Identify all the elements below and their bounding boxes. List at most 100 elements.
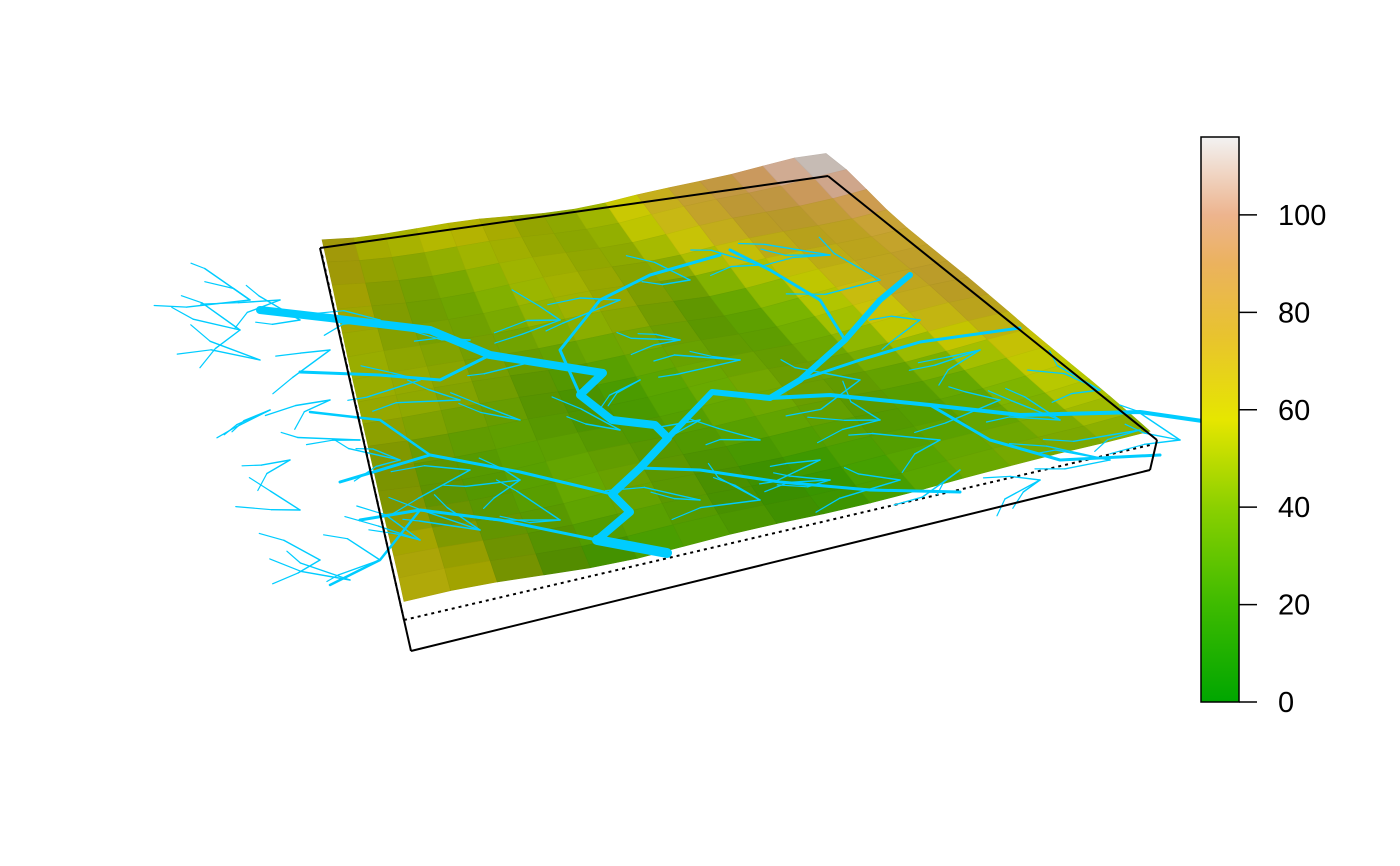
stream-branch <box>467 373 485 377</box>
stream-branch <box>266 459 291 475</box>
stream-branch <box>241 464 263 467</box>
stream-branch <box>214 329 241 350</box>
stream-branch <box>305 439 334 446</box>
stream-branch <box>258 532 285 541</box>
stream-branch <box>661 279 691 286</box>
stream-branch <box>700 499 761 509</box>
stream-branch <box>283 539 321 561</box>
stream-branch <box>480 404 521 421</box>
stream-branch <box>707 462 719 479</box>
box-edge <box>827 175 1158 441</box>
stream-branch <box>493 479 521 499</box>
colorbar-tick-label: 40 <box>1278 492 1310 524</box>
stream-branch <box>366 379 421 398</box>
stream-branch <box>392 372 421 381</box>
stream-branch <box>295 399 331 407</box>
plot-box-back <box>321 254 1151 621</box>
stream-branch <box>257 472 268 492</box>
stream-branch <box>406 379 429 390</box>
stream-branch <box>945 399 1001 424</box>
surface-facet <box>331 282 373 310</box>
stream-branch <box>675 419 701 434</box>
stream-branch <box>272 572 299 585</box>
stream-branch <box>948 386 966 393</box>
stream-branch <box>483 359 541 375</box>
stream-branch <box>388 496 424 511</box>
stream-branch <box>1055 449 1111 461</box>
stream-branch <box>368 529 396 535</box>
stream-branch <box>356 505 386 516</box>
stream-branch <box>176 349 212 355</box>
stream-branch <box>637 333 657 335</box>
stream-branch <box>934 349 981 366</box>
stream-branch <box>709 266 732 277</box>
stream-branch <box>480 411 521 421</box>
stream-branch <box>987 390 1012 402</box>
stream-branch <box>705 439 721 446</box>
stream-branch <box>807 416 846 421</box>
stream-branch <box>539 305 561 321</box>
stream-branch <box>604 486 646 492</box>
stream-branch <box>833 252 881 281</box>
tributary <box>798 326 1022 382</box>
stream-branch <box>625 255 656 263</box>
box-edge <box>319 175 829 249</box>
stream-branch <box>818 236 835 254</box>
stream-branch <box>599 394 611 410</box>
stream-branch <box>608 379 641 396</box>
stream-branch <box>824 279 881 295</box>
colorbar-tick-label: 60 <box>1278 395 1310 427</box>
stream-branch <box>237 299 281 304</box>
tributary <box>638 466 962 494</box>
stream-branch <box>275 352 302 357</box>
stream-branch <box>201 302 241 331</box>
stream-branch <box>294 411 305 430</box>
stream-branch <box>271 319 301 325</box>
stream-branch <box>1012 491 1024 509</box>
stream-branch <box>199 347 217 369</box>
colorbar-tick-label: 20 <box>1278 590 1310 622</box>
stream-branch <box>653 354 676 362</box>
stream-branch <box>1005 387 1026 398</box>
colorbar: 0 20 40 60 80 100 <box>1200 136 1326 719</box>
surface-facet <box>321 237 360 263</box>
stream-branch <box>343 310 381 321</box>
stream-branch <box>772 472 791 477</box>
stream-branch <box>417 469 471 499</box>
stream-branch <box>820 379 861 411</box>
stream-branch <box>375 459 401 468</box>
stream-branch <box>908 364 936 371</box>
stream-branch <box>1027 369 1066 375</box>
plot-box-front <box>319 175 1158 652</box>
stream-branch <box>526 319 561 322</box>
stream-branch <box>914 422 947 433</box>
stream-branch <box>186 299 251 308</box>
stream-branch <box>660 432 677 443</box>
stream-branch <box>414 331 443 341</box>
stream-branch <box>353 465 377 482</box>
stream-branch <box>1037 449 1057 454</box>
tributary <box>558 253 722 397</box>
stream-branch <box>203 267 251 301</box>
tributary <box>728 248 847 342</box>
stream-branch <box>344 515 379 527</box>
stream-branch <box>816 428 844 444</box>
stream-branch <box>917 356 947 364</box>
stream-branch <box>787 479 831 484</box>
stream-branch <box>1063 372 1101 391</box>
stream-branch <box>1042 438 1075 442</box>
stream-branch <box>286 550 301 564</box>
stream-branch <box>235 506 273 511</box>
stream-branch <box>258 295 301 321</box>
stream-branch <box>710 249 761 266</box>
stream-branch <box>890 319 921 343</box>
stream-branch <box>545 322 564 332</box>
stream-branch <box>794 366 861 381</box>
stream-branch <box>785 408 822 417</box>
stream-branch <box>384 514 421 541</box>
stream-branch <box>566 416 587 425</box>
colorbar-gradient <box>1200 136 1240 703</box>
stream-branch <box>502 468 521 481</box>
stream-branch <box>347 396 368 401</box>
stream-branch <box>418 520 481 531</box>
